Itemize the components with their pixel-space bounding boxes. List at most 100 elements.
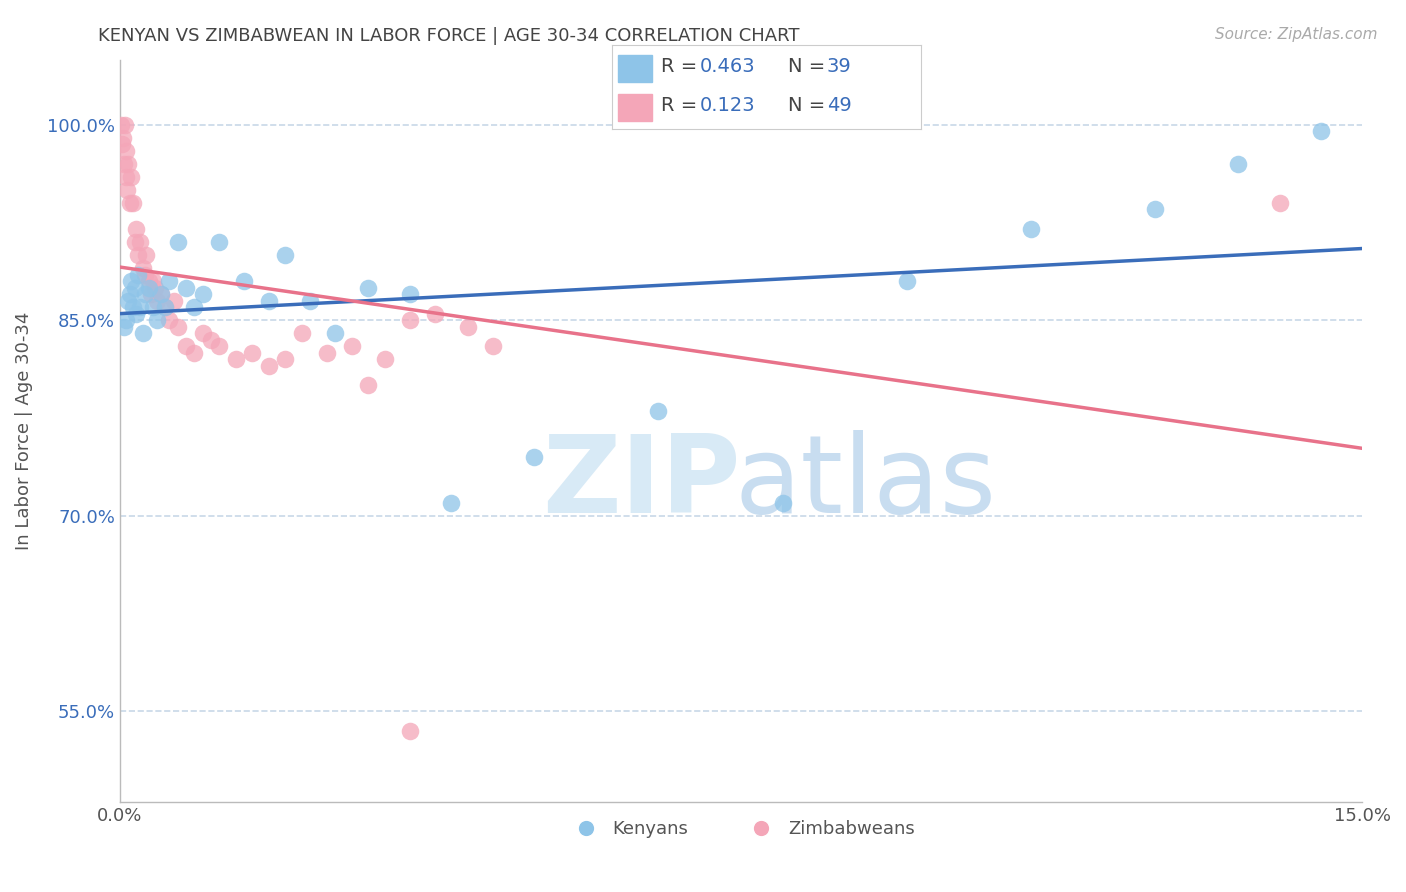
- Point: [183, 300, 205, 314]
- Bar: [617, 94, 652, 120]
- Point: [138, 274, 160, 288]
- Point: [124, 235, 146, 249]
- Point: [155, 300, 177, 314]
- Point: [115, 313, 138, 327]
- Point: [481, 339, 503, 353]
- Point: [1144, 202, 1167, 217]
- Point: [340, 339, 363, 353]
- Bar: [617, 54, 652, 82]
- Point: [155, 300, 177, 314]
- Text: ZIP: ZIP: [543, 430, 741, 536]
- Point: [132, 326, 155, 341]
- Point: [124, 280, 146, 294]
- Point: [299, 293, 322, 308]
- Point: [129, 300, 152, 314]
- Point: [440, 495, 463, 509]
- Point: [120, 169, 142, 184]
- Point: [159, 274, 181, 288]
- Point: [233, 274, 256, 288]
- Point: [257, 293, 280, 308]
- Point: [1019, 222, 1042, 236]
- Point: [1227, 157, 1250, 171]
- Point: [200, 333, 222, 347]
- Point: [134, 287, 156, 301]
- Point: [129, 235, 152, 249]
- Point: [141, 287, 163, 301]
- Point: [127, 268, 149, 282]
- Point: [398, 723, 420, 738]
- Point: [162, 293, 184, 308]
- Text: N =: N =: [787, 96, 831, 115]
- Point: [150, 287, 173, 301]
- Point: [398, 313, 420, 327]
- Point: [323, 326, 346, 341]
- Point: [114, 118, 136, 132]
- Point: [174, 280, 197, 294]
- Point: [150, 287, 173, 301]
- Point: [1310, 124, 1333, 138]
- Y-axis label: In Labor Force | Age 30-34: In Labor Force | Age 30-34: [15, 311, 32, 550]
- Point: [143, 280, 166, 294]
- Point: [125, 307, 148, 321]
- Point: [115, 183, 138, 197]
- Point: [423, 307, 446, 321]
- Point: [112, 130, 135, 145]
- Point: [208, 339, 231, 353]
- Legend: Kenyans, Zimbabweans: Kenyans, Zimbabweans: [561, 813, 922, 846]
- Point: [112, 157, 135, 171]
- Point: [647, 404, 669, 418]
- Point: [274, 352, 297, 367]
- Text: 0.123: 0.123: [700, 96, 755, 115]
- Point: [174, 339, 197, 353]
- Point: [166, 235, 188, 249]
- Point: [257, 359, 280, 373]
- Text: Source: ZipAtlas.com: Source: ZipAtlas.com: [1215, 27, 1378, 42]
- Text: N =: N =: [787, 57, 831, 76]
- Text: 0.463: 0.463: [700, 57, 755, 76]
- Point: [118, 195, 141, 210]
- Point: [457, 319, 479, 334]
- Point: [120, 274, 142, 288]
- Point: [117, 157, 139, 171]
- Point: [125, 222, 148, 236]
- Point: [117, 293, 139, 308]
- Point: [142, 274, 165, 288]
- Point: [122, 195, 145, 210]
- Text: R =: R =: [661, 57, 703, 76]
- Point: [315, 345, 337, 359]
- Point: [146, 313, 169, 327]
- Text: R =: R =: [661, 96, 703, 115]
- Point: [225, 352, 247, 367]
- Point: [127, 248, 149, 262]
- Point: [240, 345, 263, 359]
- Point: [110, 118, 132, 132]
- Point: [159, 313, 181, 327]
- Point: [291, 326, 314, 341]
- Point: [772, 495, 794, 509]
- Point: [357, 378, 380, 392]
- Point: [138, 280, 160, 294]
- Text: KENYAN VS ZIMBABWEAN IN LABOR FORCE | AGE 30-34 CORRELATION CHART: KENYAN VS ZIMBABWEAN IN LABOR FORCE | AG…: [98, 27, 800, 45]
- Point: [191, 287, 214, 301]
- Point: [1268, 195, 1291, 210]
- Text: atlas: atlas: [734, 430, 997, 536]
- Text: 49: 49: [827, 96, 852, 115]
- Point: [357, 280, 380, 294]
- Point: [122, 300, 145, 314]
- Point: [112, 319, 135, 334]
- Point: [111, 137, 134, 152]
- Point: [115, 144, 138, 158]
- Point: [183, 345, 205, 359]
- Point: [135, 248, 157, 262]
- Point: [274, 248, 297, 262]
- Point: [191, 326, 214, 341]
- Point: [896, 274, 918, 288]
- Point: [523, 450, 546, 464]
- Text: 39: 39: [827, 57, 852, 76]
- Point: [114, 169, 136, 184]
- Point: [398, 287, 420, 301]
- Point: [208, 235, 231, 249]
- Point: [166, 319, 188, 334]
- Point: [118, 287, 141, 301]
- Point: [142, 300, 165, 314]
